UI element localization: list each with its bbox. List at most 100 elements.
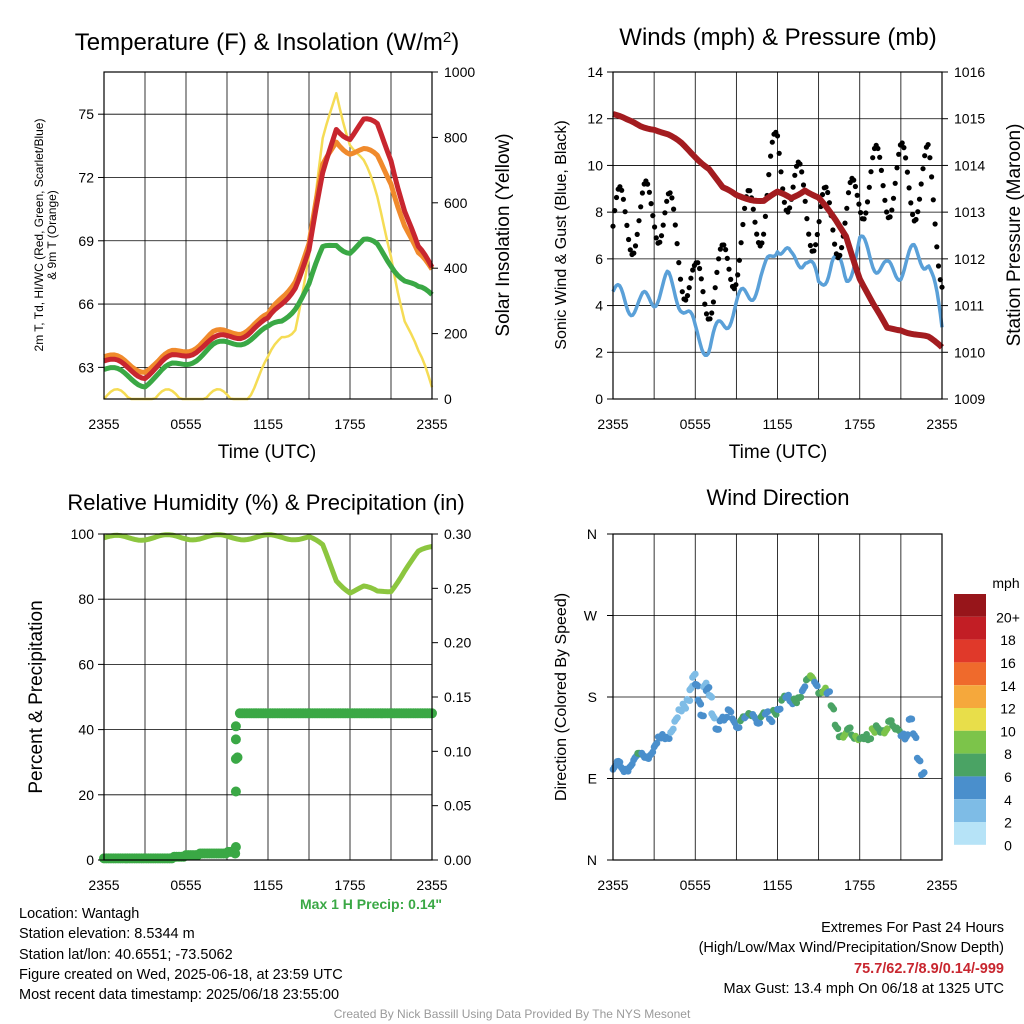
x-tick-label: 0555 <box>170 416 201 432</box>
gust-point <box>738 240 744 246</box>
gust-point <box>717 246 724 252</box>
direction-point <box>834 725 842 733</box>
direction-point <box>756 719 764 727</box>
gust-point <box>816 219 822 225</box>
y-tick-label: N <box>587 526 597 542</box>
winds-grid <box>613 72 942 399</box>
gust-point <box>790 184 796 190</box>
gust-point <box>742 205 748 211</box>
direction-point <box>785 691 792 699</box>
gust-point <box>842 220 848 226</box>
gust-point <box>664 198 670 204</box>
y-tick-label: 66 <box>78 296 94 312</box>
y-tick-label: 10 <box>587 157 603 173</box>
gust-point <box>799 169 805 175</box>
y-tick-label: 72 <box>78 169 94 185</box>
gust-point <box>710 299 717 305</box>
legend-label: 12 <box>1000 701 1016 717</box>
gust-point <box>877 154 883 160</box>
direction-point <box>867 735 875 743</box>
gust-point <box>845 190 852 196</box>
direction-panel: Wind Direction 2355 0555 1155 1755 2355NESWN… <box>553 485 1020 893</box>
x-tick-label: 1755 <box>844 877 875 893</box>
extremes-values: 75.7/62.7/8.9/0.14/-999 <box>854 960 1004 977</box>
legend-swatch <box>954 594 986 617</box>
gust-point <box>932 221 938 227</box>
gust-point <box>864 199 871 205</box>
x-tick-label: 2355 <box>416 877 447 893</box>
series-solar <box>103 91 434 401</box>
x-tick-label: 1755 <box>334 877 365 893</box>
gust-point <box>645 181 651 187</box>
gust-point <box>819 192 826 198</box>
x-tick-label: 1755 <box>844 416 875 432</box>
direction-point <box>669 725 677 733</box>
temperature-ylabel-line2: & 9m T (Orange) <box>45 190 59 280</box>
gust-point <box>733 282 739 288</box>
gust-point <box>683 297 689 303</box>
winds-ticks: 2355 0555 1155 1755 235502468101214100910101… <box>587 64 985 432</box>
winds-ylabel: Sonic Wind & Gust (Blue, Black) <box>553 120 570 349</box>
humidity-ylabel: Percent & Precipitation <box>26 600 47 793</box>
gust-point <box>652 224 658 230</box>
gust-point <box>638 204 644 210</box>
x-tick-label: 0555 <box>680 416 711 432</box>
y-tick-label: 63 <box>78 359 94 375</box>
gust-point <box>875 145 881 152</box>
y-tick-label: S <box>588 689 597 705</box>
gust-point <box>731 286 737 292</box>
gust-point <box>903 155 909 161</box>
legend-swatch <box>954 753 986 777</box>
direction-point <box>920 769 928 776</box>
gust-point <box>854 192 860 198</box>
gust-point <box>702 301 708 307</box>
gust-point <box>613 194 620 201</box>
x-tick-label: 2355 <box>597 877 628 893</box>
gust-point <box>868 169 874 175</box>
legend-swatch <box>954 639 986 663</box>
gust-point <box>915 209 921 215</box>
gust-point <box>690 267 696 273</box>
direction-point <box>653 739 661 747</box>
gust-point <box>631 250 637 256</box>
gust-point <box>700 289 706 295</box>
x-tick-label: 2355 <box>926 416 957 432</box>
gust-point <box>778 169 784 175</box>
y2-tick-label: 0.00 <box>444 852 471 868</box>
y-tick-label: 60 <box>78 656 94 672</box>
x-tick-label: 1155 <box>762 877 792 893</box>
winds-panel: Winds (mph) & Pressure (mb) 2355 0555 1155… <box>553 24 1024 463</box>
x-tick-label: 0555 <box>680 877 711 893</box>
gust-point <box>863 210 869 216</box>
legend-title: mph <box>992 575 1019 591</box>
gust-point <box>646 189 653 195</box>
legend-swatch <box>954 662 986 686</box>
gust-point <box>662 210 668 216</box>
temperature-frame <box>103 71 433 400</box>
gust-point <box>776 150 782 156</box>
gust-point <box>762 213 769 219</box>
y-tick-label: 2 <box>595 344 603 360</box>
gust-point <box>908 200 914 206</box>
gust-point <box>844 205 850 211</box>
gust-point <box>695 260 701 266</box>
gust-point <box>724 255 730 261</box>
gust-point <box>852 183 859 190</box>
gust-point <box>667 190 673 196</box>
gust-point <box>894 165 900 171</box>
x-tick-label: 0555 <box>170 877 201 893</box>
gust-point <box>677 276 684 282</box>
direction-ylabel: Direction (Colored By Speed) <box>553 593 570 801</box>
y-tick-label: 69 <box>78 233 94 249</box>
gust-point <box>650 213 656 219</box>
extremes-title: Extremes For Past 24 Hours <box>821 920 1004 936</box>
gust-point <box>709 310 715 316</box>
legend-label: 2 <box>1004 815 1012 831</box>
direction-point <box>813 682 821 690</box>
station-info: Location: Wantagh Station elevation: 8.5… <box>19 904 343 1005</box>
y2-tick-label: 600 <box>444 195 468 211</box>
x-tick-label: 2355 <box>88 416 119 432</box>
gust-point <box>766 172 772 178</box>
gust-point <box>934 244 940 250</box>
